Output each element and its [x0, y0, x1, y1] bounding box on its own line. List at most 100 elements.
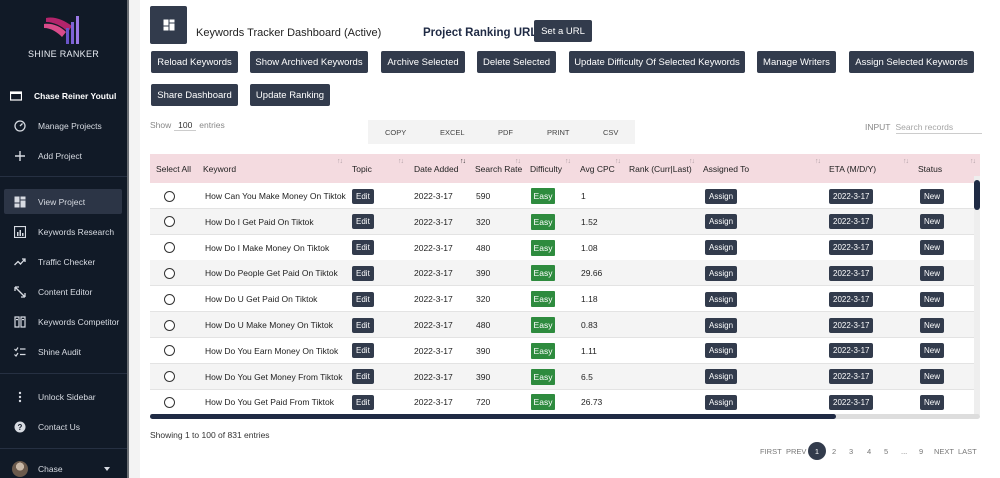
- row-select-radio[interactable]: [164, 312, 175, 338]
- assign-button[interactable]: Assign: [705, 394, 738, 410]
- status-badge[interactable]: New: [920, 394, 945, 410]
- assign-button[interactable]: Assign: [705, 265, 738, 281]
- eta-button[interactable]: 2022-3-17: [829, 265, 874, 281]
- csv-button[interactable]: CSV: [603, 127, 619, 137]
- status-badge[interactable]: New: [920, 369, 945, 385]
- sidebar-item-keywords-research[interactable]: Keywords Research: [4, 219, 122, 244]
- sort-icon[interactable]: ↑↓: [398, 158, 404, 165]
- sort-icon[interactable]: ↑↓: [903, 158, 909, 165]
- edit-topic-button[interactable]: Edit: [352, 265, 374, 281]
- sort-icon[interactable]: ↑↓: [565, 158, 571, 165]
- last-page-button[interactable]: LAST: [958, 446, 977, 456]
- sort-icon[interactable]: ↑↓: [815, 158, 821, 165]
- status-badge[interactable]: New: [920, 188, 945, 204]
- assign-button[interactable]: Assign: [705, 343, 738, 359]
- row-select-radio[interactable]: [164, 235, 175, 261]
- sidebar-item-manage-projects[interactable]: Manage Projects: [4, 113, 122, 138]
- horizontal-scrollbar[interactable]: [150, 414, 980, 419]
- assign-button[interactable]: Assign: [705, 369, 738, 385]
- status-badge[interactable]: New: [920, 214, 945, 230]
- sidebar-item-content-editor[interactable]: Content Editor: [4, 279, 122, 304]
- show-archived-button[interactable]: Show Archived Keywords: [250, 51, 368, 73]
- vertical-scrollbar[interactable]: [974, 176, 980, 415]
- column-rank[interactable]: Rank (Curr|Last): [629, 163, 692, 174]
- column-assigned-to[interactable]: Assigned To: [703, 163, 750, 174]
- account-menu[interactable]: Chase: [0, 460, 127, 478]
- row-select-radio[interactable]: [164, 209, 175, 235]
- sidebar-item-traffic-checker[interactable]: Traffic Checker: [4, 249, 122, 274]
- eta-button[interactable]: 2022-3-17: [829, 291, 874, 307]
- assign-selected-button[interactable]: Assign Selected Keywords: [849, 51, 974, 73]
- assign-button[interactable]: Assign: [705, 317, 738, 333]
- assign-button[interactable]: Assign: [705, 240, 738, 256]
- eta-button[interactable]: 2022-3-17: [829, 188, 874, 204]
- pdf-button[interactable]: PDF: [498, 127, 513, 137]
- status-badge[interactable]: New: [920, 291, 945, 307]
- status-badge[interactable]: New: [920, 317, 945, 333]
- update-difficulty-button[interactable]: Update Difficulty Of Selected Keywords: [569, 51, 745, 73]
- page-9-button[interactable]: 9: [919, 446, 924, 456]
- row-select-radio[interactable]: [164, 286, 175, 312]
- sidebar-item-shine-audit[interactable]: Shine Audit: [4, 339, 122, 364]
- edit-topic-button[interactable]: Edit: [352, 188, 374, 204]
- status-badge[interactable]: New: [920, 343, 945, 359]
- edit-topic-button[interactable]: Edit: [352, 291, 374, 307]
- edit-topic-button[interactable]: Edit: [352, 240, 374, 256]
- scroll-thumb[interactable]: [974, 180, 980, 210]
- first-page-button[interactable]: FIRST: [760, 446, 782, 456]
- assign-button[interactable]: Assign: [705, 291, 738, 307]
- status-badge[interactable]: New: [920, 240, 945, 256]
- row-select-radio[interactable]: [164, 260, 175, 286]
- eta-button[interactable]: 2022-3-17: [829, 240, 874, 256]
- excel-button[interactable]: EXCEL: [440, 127, 465, 137]
- row-select-radio[interactable]: [164, 364, 175, 390]
- sidebar-item-contact[interactable]: ? Contact Us: [4, 414, 122, 439]
- column-difficulty[interactable]: Difficulty: [530, 163, 562, 174]
- edit-topic-button[interactable]: Edit: [352, 343, 374, 359]
- row-select-radio[interactable]: [164, 338, 175, 364]
- eta-button[interactable]: 2022-3-17: [829, 317, 874, 333]
- column-eta[interactable]: ETA (M/D/Y): [829, 163, 877, 174]
- sort-icon[interactable]: ↑↓: [689, 158, 695, 165]
- row-select-radio[interactable]: [164, 183, 175, 209]
- sort-icon[interactable]: ↑↓: [515, 158, 521, 165]
- page-5-button[interactable]: 5: [884, 446, 889, 456]
- sort-icon[interactable]: ↑↓: [970, 158, 976, 165]
- print-button[interactable]: PRINT: [547, 127, 570, 137]
- share-dashboard-button[interactable]: Share Dashboard: [151, 84, 238, 106]
- delete-selected-button[interactable]: Delete Selected: [477, 51, 556, 73]
- page-length-select[interactable]: 100: [174, 120, 197, 131]
- page-1-button[interactable]: 1: [808, 442, 826, 460]
- scroll-thumb[interactable]: [150, 414, 836, 419]
- prev-page-button[interactable]: PREV: [786, 446, 807, 456]
- page-3-button[interactable]: 3: [849, 446, 854, 456]
- eta-button[interactable]: 2022-3-17: [829, 394, 874, 410]
- set-url-button[interactable]: Set a URL: [534, 20, 592, 42]
- sidebar-item-unlock[interactable]: Unlock Sidebar: [4, 384, 122, 409]
- column-avg-cpc[interactable]: Avg CPC: [580, 163, 615, 174]
- sidebar-item-view-project[interactable]: View Project: [4, 189, 122, 214]
- copy-button[interactable]: COPY: [385, 127, 407, 137]
- manage-writers-button[interactable]: Manage Writers: [757, 51, 836, 73]
- row-select-radio[interactable]: [164, 389, 175, 415]
- eta-button[interactable]: 2022-3-17: [829, 343, 874, 359]
- search-input[interactable]: [895, 120, 982, 134]
- edit-topic-button[interactable]: Edit: [352, 214, 374, 230]
- sidebar-item-keywords-competitor[interactable]: Keywords Competitor: [4, 309, 122, 334]
- column-topic[interactable]: Topic: [352, 163, 372, 174]
- column-keyword[interactable]: Keyword: [203, 163, 237, 174]
- edit-topic-button[interactable]: Edit: [352, 394, 374, 410]
- sort-icon[interactable]: ↑↓: [337, 158, 343, 165]
- assign-button[interactable]: Assign: [705, 188, 738, 204]
- dashboard-icon[interactable]: [150, 6, 187, 44]
- update-ranking-button[interactable]: Update Ranking: [250, 84, 330, 106]
- column-status[interactable]: Status: [918, 163, 943, 174]
- edit-topic-button[interactable]: Edit: [352, 369, 374, 385]
- eta-button[interactable]: 2022-3-17: [829, 369, 874, 385]
- page-2-button[interactable]: 2: [832, 446, 837, 456]
- column-select-all[interactable]: Select All: [156, 163, 191, 174]
- column-date-added[interactable]: Date Added: [414, 163, 459, 174]
- sort-desc-icon[interactable]: ↑↓: [460, 158, 466, 165]
- brand-logo[interactable]: SHINE RANKER: [0, 8, 127, 62]
- sidebar-item-add-project[interactable]: Add Project: [4, 143, 122, 168]
